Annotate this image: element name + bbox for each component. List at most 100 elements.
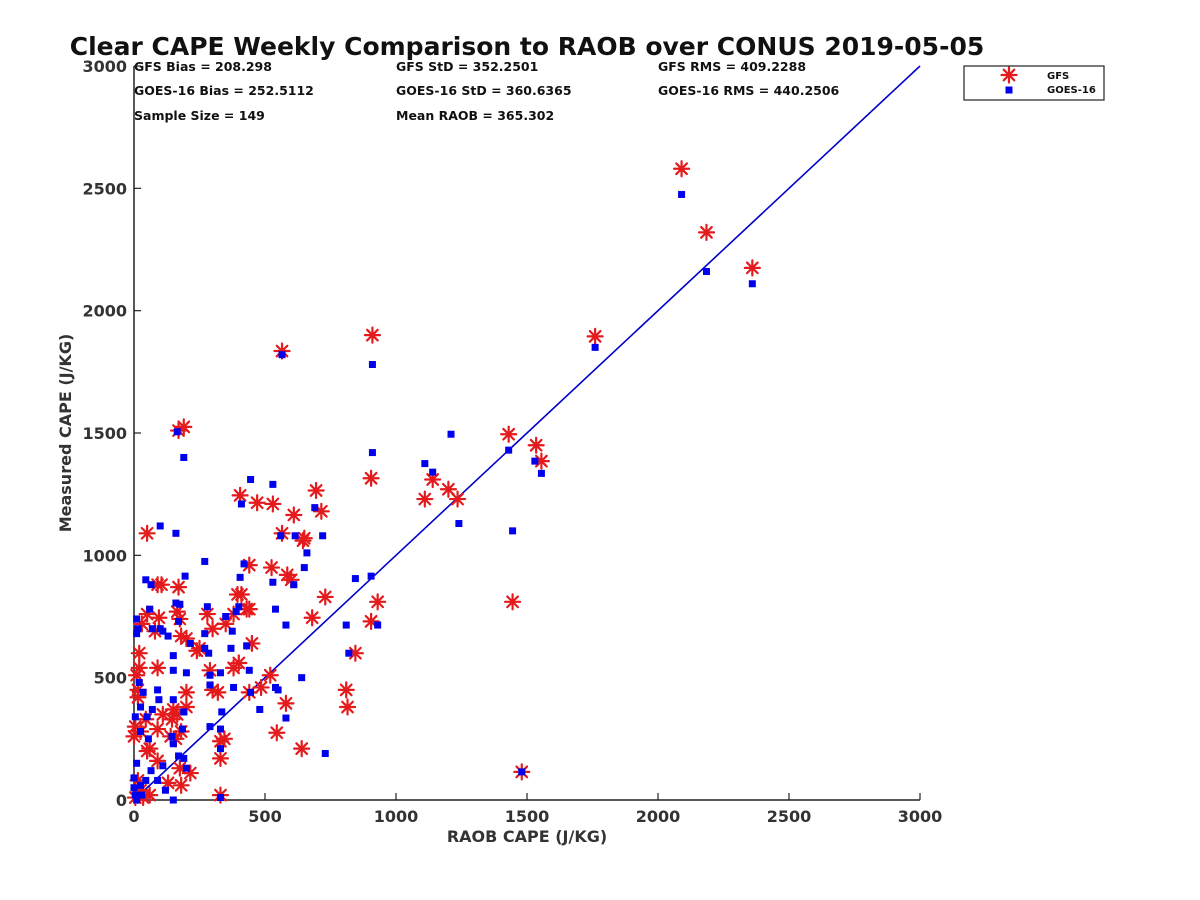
- goes16-point: [232, 608, 240, 616]
- goes16-point: [130, 784, 138, 792]
- gfs-point: [527, 436, 545, 454]
- x-tick-label: 1000: [374, 807, 419, 826]
- y-tick-label: 0: [116, 791, 127, 810]
- goes16-point: [300, 564, 308, 572]
- goes16-point: [131, 713, 139, 721]
- gfs-point: [346, 644, 364, 662]
- goes16-point: [277, 532, 285, 540]
- legend-marker-gfs: [1000, 66, 1018, 84]
- gfs-point: [148, 659, 167, 677]
- goes16-point: [237, 500, 245, 508]
- gfs-point: [248, 494, 266, 512]
- gfs-point: [159, 774, 177, 792]
- legend-label-gfs: GFS: [1047, 71, 1069, 82]
- stat-goes-bias: GOES-16 Bias = 252.5112: [134, 83, 314, 98]
- gfs-point: [439, 480, 457, 498]
- goes16-point: [137, 703, 145, 711]
- series-goes-16: [130, 190, 756, 804]
- goes16-point: [147, 767, 155, 775]
- gfs-point: [303, 609, 321, 627]
- stat-sample-size: Sample Size = 149: [134, 108, 265, 123]
- x-tick-label: 0: [128, 807, 139, 826]
- gfs-point: [369, 593, 387, 611]
- goes16-point: [134, 625, 142, 633]
- gfs-point: [215, 730, 233, 748]
- goes16-point: [748, 280, 756, 288]
- goes16-point: [156, 522, 164, 530]
- x-tick-label: 2000: [636, 807, 681, 826]
- goes16-point: [201, 644, 209, 652]
- goes16-point: [368, 449, 376, 457]
- goes16-point: [206, 723, 214, 731]
- goes16-point: [235, 603, 243, 611]
- gfs-point: [190, 639, 209, 657]
- legend-box: [963, 65, 1105, 101]
- goes16-point: [172, 529, 180, 537]
- goes16-point: [342, 621, 350, 629]
- goes16-point: [133, 796, 141, 804]
- goes16-point: [429, 468, 437, 476]
- gfs-point: [209, 683, 227, 701]
- goes16-point: [274, 686, 282, 694]
- goes16-point: [182, 669, 190, 677]
- gfs-point: [148, 576, 167, 594]
- goes16-point: [173, 428, 181, 436]
- goes16-point: [321, 750, 329, 758]
- gfs-point: [261, 666, 279, 684]
- axes: 0 500 1000 1500 2000 2500 3000 0 500 1000 1500 2000…: [82, 57, 942, 826]
- legend: GFS GOES-16: [963, 65, 1105, 101]
- y-tick-label: 2000: [82, 302, 127, 321]
- goes16-point: [230, 683, 238, 691]
- gfs-point: [273, 342, 291, 360]
- gfs-point: [138, 524, 156, 542]
- goes16-point: [351, 575, 359, 583]
- goes16-point: [216, 745, 224, 753]
- goes16-point: [169, 796, 177, 804]
- goes16-point: [146, 605, 154, 613]
- y-axis-label: Measured CAPE (J/KG): [56, 334, 75, 533]
- gfs-point: [264, 495, 282, 513]
- gfs-point: [295, 529, 313, 547]
- goes16-point: [201, 557, 209, 565]
- gfs-point: [285, 506, 303, 524]
- gfs-point: [211, 749, 230, 768]
- goes16-point: [180, 754, 188, 762]
- gfs-point: [337, 681, 355, 699]
- goes16-point: [240, 560, 248, 568]
- goes16-point: [311, 504, 319, 512]
- x-tick-label: 3000: [898, 807, 943, 826]
- goes16-point: [291, 532, 299, 540]
- stat-mean-raob: Mean RAOB = 365.302: [396, 108, 554, 123]
- stat-goes-std: GOES-16 StD = 360.6365: [396, 83, 572, 98]
- gfs-point: [240, 600, 258, 618]
- goes16-point: [148, 625, 156, 633]
- stats-block: GFS Bias = 208.298 GFS StD = 352.2501 GF…: [134, 59, 840, 123]
- y-tick-label: 500: [94, 669, 127, 688]
- goes16-point: [139, 688, 147, 696]
- goes16-point: [421, 460, 429, 468]
- goes16-point: [133, 630, 141, 638]
- chart-title: Clear CAPE Weekly Comparison to RAOB ove…: [70, 32, 985, 61]
- gfs-point: [338, 698, 357, 716]
- stat-goes-rms: GOES-16 RMS = 440.2506: [658, 83, 840, 98]
- data-points: [125, 160, 761, 807]
- goes16-point: [678, 190, 686, 198]
- goes16-point: [169, 652, 177, 660]
- goes16-point: [168, 732, 176, 740]
- goes16-point: [142, 576, 150, 584]
- goes16-point: [169, 666, 177, 674]
- gfs-point: [230, 654, 248, 672]
- gfs-point: [175, 418, 193, 436]
- goes16-point: [368, 360, 376, 368]
- goes16-point: [186, 639, 194, 647]
- goes16-point: [216, 669, 224, 677]
- x-tick-label: 500: [248, 807, 281, 826]
- gfs-point: [172, 776, 190, 794]
- goes16-point: [133, 759, 141, 767]
- goes16-point: [131, 791, 139, 799]
- goes16-point: [135, 679, 143, 687]
- goes16-point: [269, 480, 277, 488]
- goes16-point: [505, 446, 513, 454]
- goes16-point: [247, 475, 255, 483]
